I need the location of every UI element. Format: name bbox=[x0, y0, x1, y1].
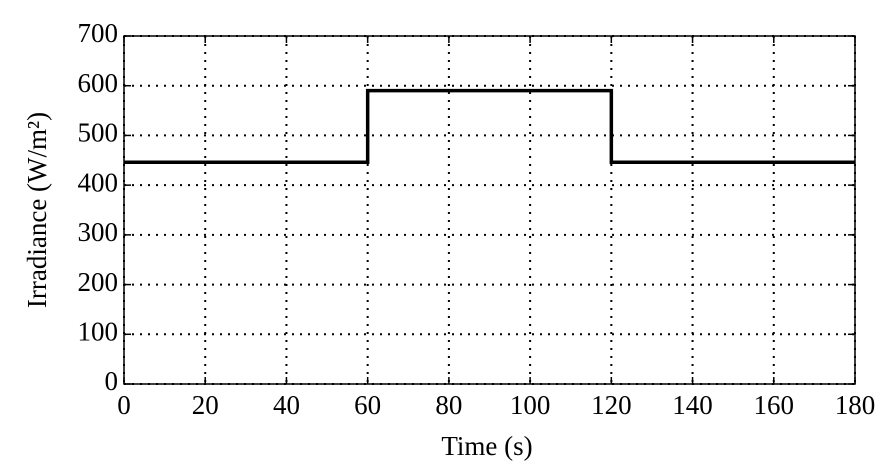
x-tick-label: 60 bbox=[354, 390, 381, 420]
y-tick-label: 300 bbox=[78, 217, 119, 247]
x-axis-label: Time (s) bbox=[441, 431, 532, 461]
x-tick-label: 80 bbox=[435, 390, 462, 420]
y-tick-label: 200 bbox=[78, 267, 119, 297]
y-tick-label: 500 bbox=[78, 118, 119, 148]
x-tick-label: 20 bbox=[192, 390, 219, 420]
y-tick-label: 700 bbox=[78, 18, 119, 48]
y-axis-label: Irradiance (W/m²) bbox=[22, 112, 52, 308]
y-tick-label: 600 bbox=[78, 68, 119, 98]
y-tick-label: 100 bbox=[78, 316, 119, 346]
x-tick-label: 180 bbox=[835, 390, 876, 420]
plot-frame bbox=[123, 35, 856, 385]
x-tick-label: 120 bbox=[591, 390, 632, 420]
y-tick-label: 400 bbox=[78, 167, 119, 197]
data-line bbox=[124, 88, 855, 165]
x-tick-label: 40 bbox=[273, 390, 300, 420]
x-tick-label: 140 bbox=[672, 390, 713, 420]
x-tick-label: 100 bbox=[510, 390, 551, 420]
x-tick-label: 160 bbox=[754, 390, 795, 420]
x-tick-label: 0 bbox=[117, 390, 131, 420]
y-tick-label: 0 bbox=[105, 366, 119, 396]
